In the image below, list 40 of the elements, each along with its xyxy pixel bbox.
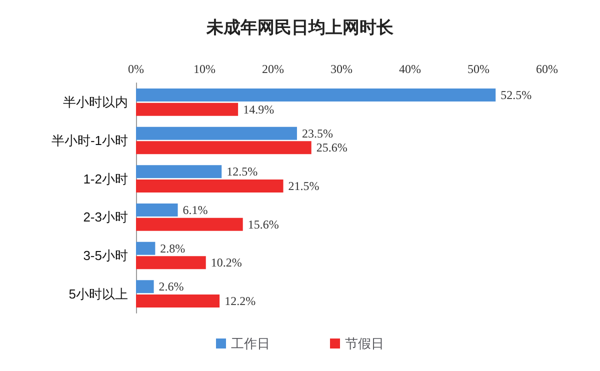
bar — [136, 294, 220, 308]
data-label: 23.5% — [302, 126, 333, 140]
bar — [136, 179, 284, 192]
bar — [136, 218, 243, 231]
x-tick-label: 50% — [468, 62, 490, 76]
chart-title: 未成年网民日均上网时长 — [206, 18, 394, 37]
data-label: 6.1% — [182, 203, 208, 218]
x-tick-label: 10% — [194, 62, 216, 76]
legend-label: 工作日 — [231, 336, 270, 351]
x-tick-label: 30% — [330, 62, 352, 76]
x-tick-label: 20% — [262, 62, 284, 76]
data-label: 12.5% — [226, 164, 258, 179]
bar — [136, 280, 154, 294]
legend-label: 节假日 — [345, 336, 384, 351]
bar — [136, 204, 178, 217]
y-tick-label: 2-3小时 — [83, 210, 128, 225]
bar — [136, 102, 238, 116]
x-tick-label: 60% — [536, 62, 558, 76]
bar — [136, 88, 496, 102]
data-label: 10.2% — [210, 256, 242, 270]
x-tick-label: 0% — [128, 62, 144, 76]
y-tick-label: 1-2小时 — [83, 171, 128, 186]
bar — [136, 256, 206, 270]
y-tick-label: 半小时以内 — [63, 94, 128, 110]
y-tick-label: 半小时-1小时 — [51, 133, 128, 148]
data-label: 25.6% — [316, 140, 348, 155]
data-label: 2.6% — [158, 280, 184, 294]
bar — [136, 242, 156, 255]
bar — [136, 126, 297, 140]
y-tick-label: 5小时以上 — [68, 286, 128, 302]
data-label: 14.9% — [243, 102, 274, 116]
data-label: 21.5% — [288, 178, 320, 193]
bar — [136, 165, 222, 178]
data-label: 15.6% — [248, 217, 279, 232]
y-tick-label: 3-5小时 — [83, 248, 128, 263]
data-label: 52.5% — [500, 88, 532, 102]
bar — [136, 141, 312, 154]
x-tick-label: 40% — [399, 62, 421, 76]
data-label: 2.8% — [160, 241, 186, 256]
data-label: 12.2% — [224, 294, 256, 308]
